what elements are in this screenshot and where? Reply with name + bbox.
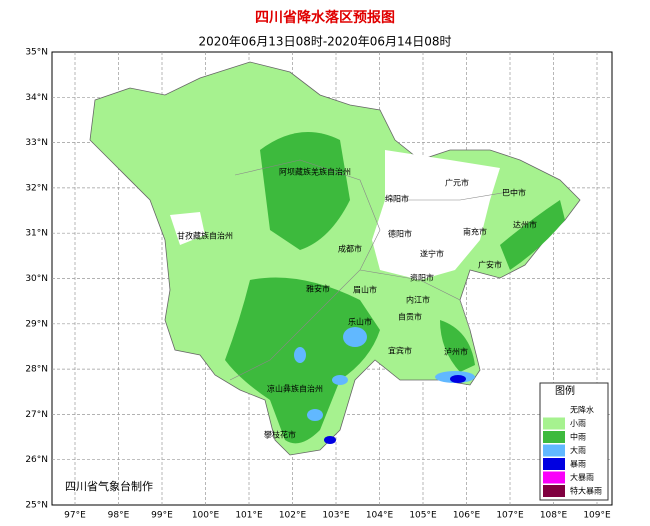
lon-label: 99°E (151, 511, 173, 521)
province (89, 61, 581, 456)
place-label: 宜宾市 (388, 346, 412, 356)
place-label: 广元市 (445, 178, 469, 188)
place-label: 遂宁市 (420, 249, 444, 259)
lat-label: 30°N (25, 274, 48, 284)
place-label: 成都市 (338, 244, 362, 254)
lat-label: 31°N (25, 229, 48, 239)
title: 四川省降水落区预报图 (255, 9, 395, 26)
lat-label: 33°N (25, 138, 48, 148)
lon-label: 97°E (64, 511, 86, 521)
place-label: 绵阳市 (385, 194, 409, 204)
place-label: 乐山市 (348, 317, 372, 327)
lon-label: 108°E (540, 511, 568, 521)
place-label: 攀枝花市 (264, 430, 296, 440)
place-label: 阿坝藏族羌族自治州 (279, 167, 351, 177)
legend-swatch (543, 444, 565, 457)
place-label: 甘孜藏族自治州 (177, 231, 233, 241)
lon-label: 105°E (409, 511, 437, 521)
lat-label: 32°N (25, 183, 48, 193)
place-label: 内江市 (406, 295, 430, 305)
place-label: 眉山市 (353, 285, 377, 295)
place-label: 自贡市 (398, 312, 422, 322)
lat-label: 28°N (25, 365, 48, 375)
place-label: 广安市 (478, 260, 502, 270)
legend-swatch (543, 485, 565, 497)
lat-label: 35°N (25, 48, 48, 58)
lat-label: 29°N (25, 319, 48, 329)
lon-label: 109°E (583, 511, 611, 521)
lon-label: 104°E (366, 511, 394, 521)
legend-label: 特大暴雨 (570, 486, 602, 496)
legend-swatch (543, 417, 565, 430)
place-label: 资阳市 (410, 273, 434, 283)
legend-title: 图例 (555, 384, 575, 397)
place-label: 达州市 (513, 220, 537, 230)
lat-label: 25°N (25, 501, 48, 511)
lat-label: 34°N (25, 93, 48, 103)
lon-label: 103°E (322, 511, 350, 521)
place-label: 雅安市 (306, 284, 330, 294)
lat-label: 27°N (25, 410, 48, 420)
lon-label: 102°E (279, 511, 307, 521)
legend-label: 大雨 (570, 445, 586, 455)
lon-label: 100°E (192, 511, 220, 521)
lat-label: 26°N (25, 455, 48, 465)
place-label: 凉山彝族自治州 (267, 384, 323, 394)
legend-label: 小雨 (570, 419, 586, 428)
legend-label: 暴雨 (570, 460, 586, 469)
place-label: 巴中市 (502, 188, 526, 198)
lon-label: 101°E (235, 511, 263, 521)
legend-label: 中雨 (570, 432, 586, 442)
place-label: 南充市 (463, 227, 487, 237)
lon-label: 107°E (496, 511, 524, 521)
credit: 四川省气象台制作 (65, 479, 153, 493)
legend-swatch (543, 431, 565, 443)
legend-swatch (543, 458, 565, 470)
place-label: 德阳市 (388, 229, 412, 239)
place-label: 泸州市 (444, 347, 468, 357)
legend-label: 大暴雨 (570, 472, 594, 482)
legend-swatch (543, 471, 565, 484)
lon-label: 98°E (108, 511, 130, 521)
legend-label: 无降水 (570, 405, 594, 415)
lon-label: 106°E (453, 511, 481, 521)
subtitle: 2020年06月13日08时-2020年06月14日08时 (198, 35, 451, 49)
